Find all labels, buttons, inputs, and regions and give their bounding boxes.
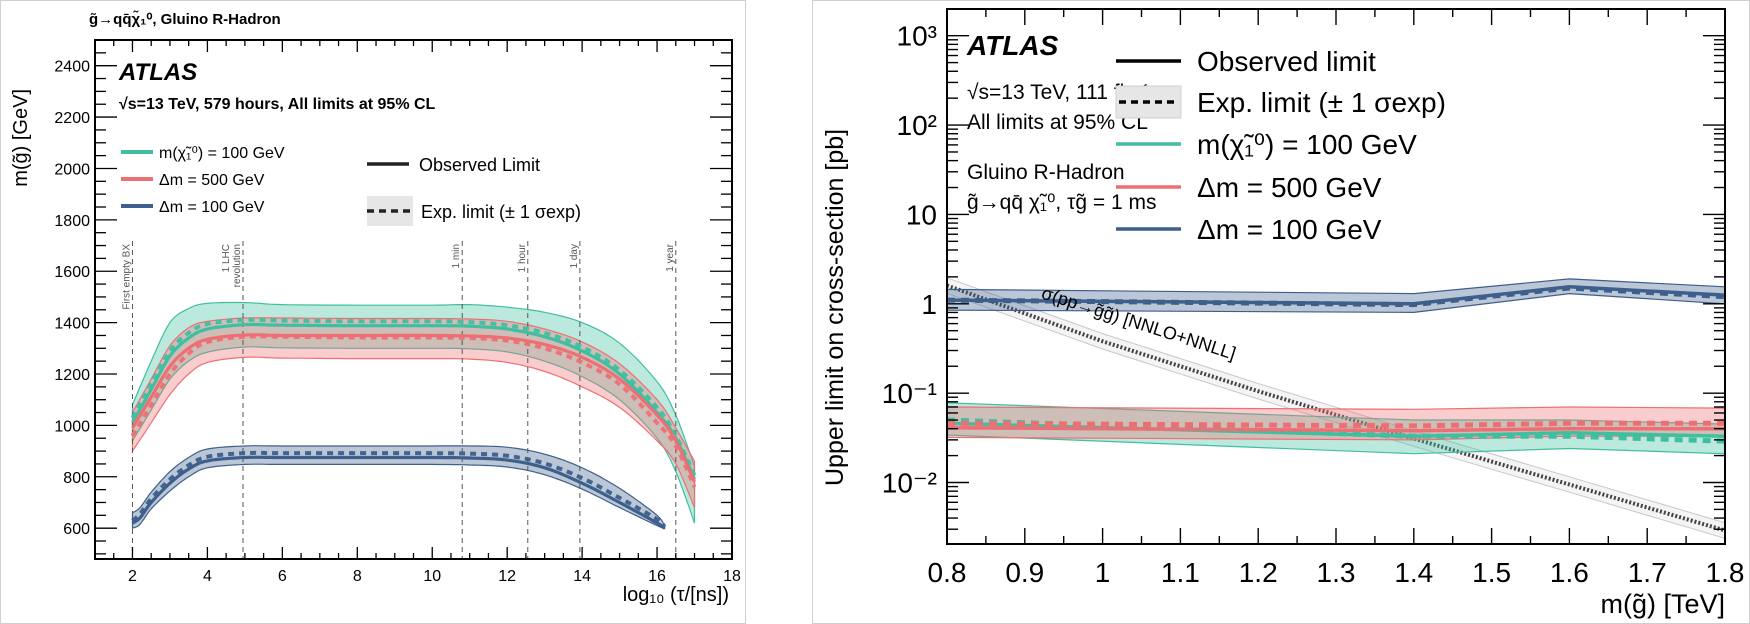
chart-subtitle: √s=13 TeV, 579 hours, All limits at 95% …: [119, 96, 436, 113]
x-tick-label: 18: [723, 568, 741, 585]
atlas-label: ATLAS: [118, 59, 197, 86]
expected-line-0: [130, 317, 697, 477]
model-line-2: g̃→qq̄ χ̃₁⁰, τg̃ = 1 ms: [967, 191, 1156, 214]
chart-panel-cross-section-limit: 0.8 0.9 1 1.1 1.2 1.3 1.4 1.5 1.6 1.7 1.8 10⁻² 10⁻¹ 1…: [812, 0, 1750, 624]
reference-line-label: 1 day: [569, 244, 580, 268]
chart-lifetime-mass-limit: First empty BX 1 LHC revolution 1 min 1 hour…: [10, 10, 741, 606]
series-lines: [130, 317, 697, 530]
y-tick-label: 1800: [54, 213, 90, 230]
x-tick-label: 0.8: [928, 557, 967, 588]
legend-label: Exp. limit (± 1 σexp): [421, 202, 581, 222]
chart-title: g̃→qq̄χ̃₁⁰, Gluino R-Hadron: [89, 10, 281, 28]
legend-label: Observed limit: [1197, 46, 1376, 77]
reference-line-label: revolution: [232, 244, 243, 287]
observed-line-0: [131, 322, 696, 481]
y-tick-label: 2000: [54, 161, 90, 178]
x-tick-label: 1.5: [1472, 557, 1511, 588]
axes: 2 4 6 8 10 12 14 16 18 600 800 1000 1200 1400 1600 1800…: [54, 39, 741, 585]
y-tick-label: 800: [63, 470, 90, 487]
y-tick-label: 1400: [54, 316, 90, 333]
x-tick-label: 1: [1095, 557, 1111, 588]
chart-panel-lifetime-mass-limit: First empty BX 1 LHC revolution 1 min 1 hour…: [0, 0, 746, 624]
legend-label: Exp. limit (± 1 σexp): [1197, 87, 1446, 118]
legend-label: m(χ̃₁⁰) = 100 GeV: [159, 145, 285, 162]
expected-line-1: [946, 420, 1725, 429]
y-tick-label: 1: [921, 289, 937, 320]
x-tick-label: 1.1: [1161, 557, 1200, 588]
x-tick-label: 2: [128, 568, 137, 585]
bands-layer: [131, 301, 696, 530]
y-tick-label: 10²: [897, 110, 937, 141]
x-tick-label: 1.3: [1317, 557, 1356, 588]
axes: 0.8 0.9 1 1.1 1.2 1.3 1.4 1.5 1.6 1.7 1.8 10⁻² 10⁻¹ 1…: [882, 8, 1745, 588]
reference-line-label: First empty BX: [121, 244, 132, 310]
x-tick-label: 16: [648, 568, 666, 585]
y-tick-label: 600: [63, 521, 90, 538]
subtitle-line-1: √s=13 TeV, 111 fb⁻¹: [967, 81, 1149, 104]
y-tick-label: 1000: [54, 418, 90, 435]
expected-line-1: [130, 334, 697, 488]
reference-lines: First empty BX 1 LHC revolution 1 min 1 hour…: [121, 241, 677, 559]
observed-line-1: [946, 425, 1725, 433]
y-tick-label: 10⁻¹: [882, 378, 937, 409]
legend: m(χ̃₁⁰) = 100 GeV Δm = 500 GeV Δm = 100 Ge…: [121, 145, 581, 226]
model-line-1: Gluino R-Hadron: [967, 161, 1125, 184]
x-tick-label: 6: [278, 568, 287, 585]
x-tick-label: 12: [498, 568, 516, 585]
y-tick-label: 2400: [54, 59, 90, 76]
chart-cross-section-limit: 0.8 0.9 1 1.1 1.2 1.3 1.4 1.5 1.6 1.7 1.8 10⁻² 10⁻¹ 1…: [821, 8, 1745, 619]
expected-band-0: [131, 301, 696, 524]
x-axis-title: m(g̃) [TeV]: [1600, 589, 1725, 619]
legend-label: Δm = 500 GeV: [1197, 172, 1382, 203]
observed-line-1: [131, 333, 696, 483]
y-axis-title: m(g̃) [GeV]: [10, 89, 32, 187]
y-tick-label: 10³: [897, 21, 937, 52]
y-tick-label: 1600: [54, 264, 90, 281]
atlas-label: ATLAS: [966, 30, 1059, 61]
subtitle-line-2: All limits at 95% CL: [967, 111, 1148, 134]
reference-line-label: 1 year: [665, 243, 676, 271]
observed-line-2: [946, 285, 1726, 306]
legend: Observed limit Exp. limit (± 1 σexp) m(χ̃₁…: [1115, 46, 1446, 245]
legend-label: Δm = 500 GeV: [159, 172, 265, 189]
x-tick-label: 0.9: [1005, 557, 1044, 588]
x-tick-label: 4: [203, 568, 212, 585]
expected-band-1: [131, 317, 696, 508]
legend-label: m(χ̃₁⁰) = 100 GeV: [1197, 129, 1417, 160]
expected-band-2: [131, 445, 666, 530]
reference-line-label: 1 LHC: [221, 244, 232, 272]
x-tick-label: 8: [353, 568, 362, 585]
expected-line-2: [131, 450, 667, 529]
plot-frame: [94, 39, 733, 560]
x-tick-label: 1.6: [1550, 557, 1589, 588]
legend-label: Δm = 100 GeV: [159, 199, 265, 216]
legend-label: Δm = 100 GeV: [1197, 214, 1382, 245]
expected-line-0: [946, 417, 1726, 444]
legend-label: Observed Limit: [419, 155, 540, 175]
x-tick-label: 1.2: [1239, 557, 1278, 588]
x-tick-label: 1.8: [1706, 557, 1745, 588]
y-tick-label: 1200: [54, 367, 90, 384]
reference-line-label: 1 min: [451, 244, 462, 268]
series-lines: [946, 285, 1726, 444]
y-axis-title: Upper limit on cross-section [pb]: [821, 129, 849, 486]
reference-line-label: 1 hour: [517, 243, 528, 272]
y-tick-label: 10⁻²: [882, 467, 937, 498]
y-tick-label: 10: [906, 199, 937, 230]
observed-line-2: [131, 455, 666, 530]
x-tick-label: 1.7: [1628, 557, 1667, 588]
theory-line: [946, 283, 1726, 533]
x-axis-title: log₁₀ (τ/[ns]): [623, 584, 729, 606]
y-tick-label: 2200: [54, 110, 90, 127]
x-tick-label: 1.4: [1394, 557, 1433, 588]
x-tick-label: 10: [423, 568, 441, 585]
x-tick-label: 14: [573, 568, 591, 585]
